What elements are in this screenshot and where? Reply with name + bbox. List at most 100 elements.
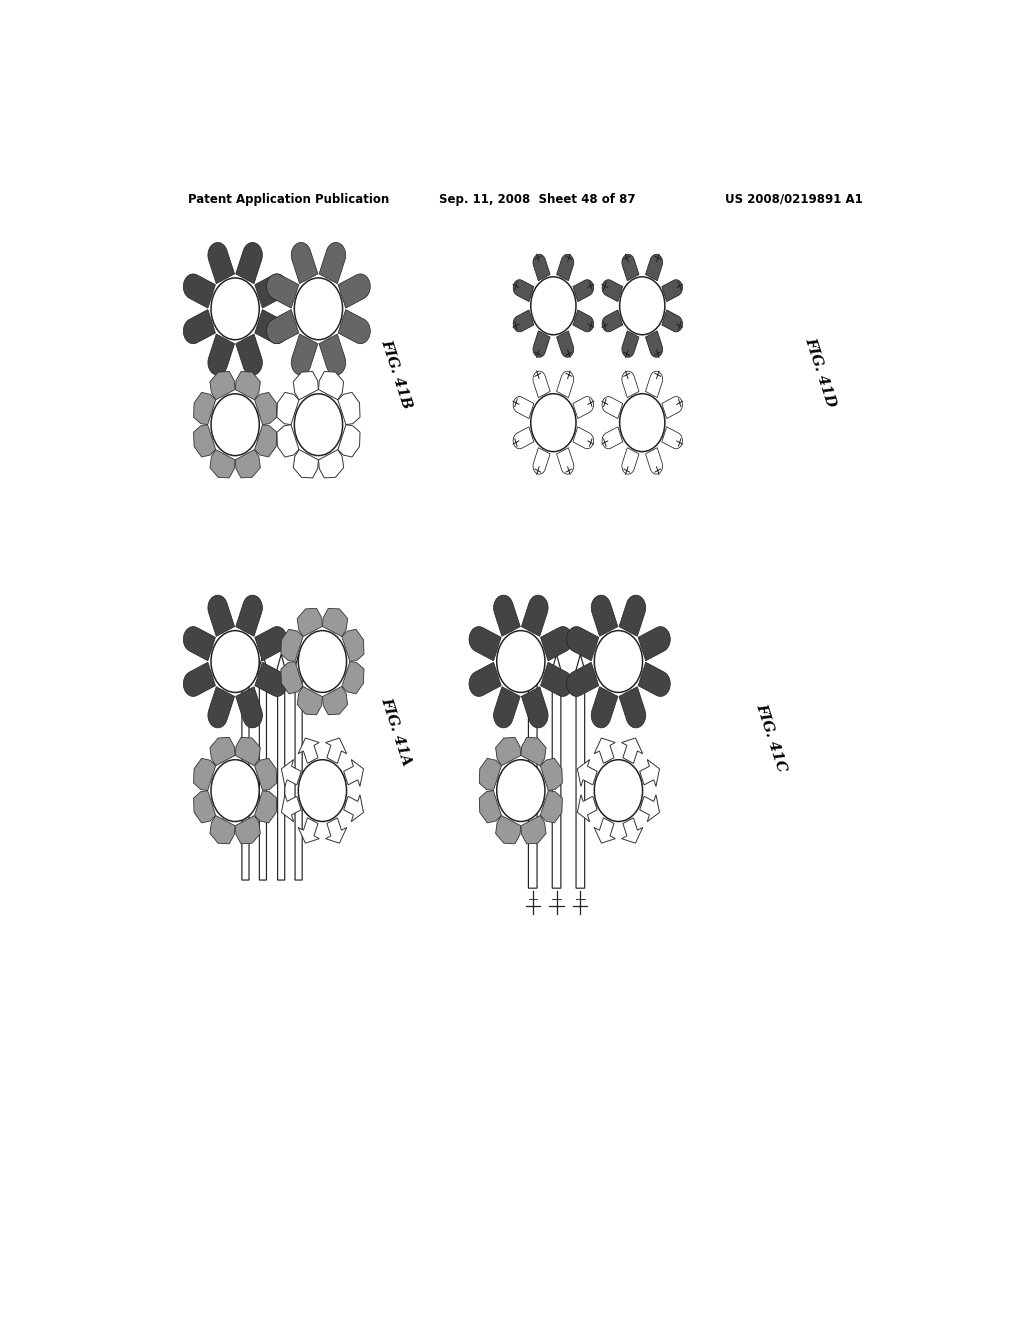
Polygon shape (541, 663, 572, 697)
Polygon shape (255, 791, 276, 822)
Polygon shape (344, 759, 364, 787)
Polygon shape (194, 758, 216, 791)
Polygon shape (541, 627, 572, 661)
Polygon shape (342, 630, 364, 661)
Polygon shape (494, 595, 520, 636)
Polygon shape (662, 280, 682, 302)
Polygon shape (573, 655, 587, 888)
Ellipse shape (620, 393, 665, 451)
Polygon shape (342, 661, 364, 694)
Polygon shape (210, 450, 236, 478)
Ellipse shape (497, 631, 545, 693)
Polygon shape (550, 655, 563, 888)
Polygon shape (591, 686, 617, 727)
Polygon shape (534, 371, 550, 397)
Polygon shape (183, 310, 215, 343)
Polygon shape (293, 655, 304, 880)
Polygon shape (319, 334, 346, 375)
Polygon shape (645, 331, 663, 358)
Text: FIG. 41C: FIG. 41C (753, 702, 788, 774)
Ellipse shape (294, 393, 343, 455)
Polygon shape (255, 627, 287, 661)
Polygon shape (298, 738, 319, 763)
Polygon shape (534, 255, 550, 281)
Polygon shape (183, 273, 215, 308)
Polygon shape (276, 425, 299, 457)
Polygon shape (338, 310, 371, 343)
Polygon shape (602, 396, 623, 418)
Polygon shape (236, 334, 262, 375)
Polygon shape (266, 310, 299, 343)
Polygon shape (602, 310, 623, 331)
Polygon shape (208, 243, 234, 284)
Polygon shape (208, 334, 234, 375)
Polygon shape (291, 334, 317, 375)
Text: FIG. 41B: FIG. 41B (379, 338, 414, 411)
Polygon shape (638, 663, 671, 697)
Polygon shape (591, 595, 617, 636)
Polygon shape (513, 396, 534, 418)
Polygon shape (210, 816, 236, 843)
Polygon shape (236, 738, 260, 766)
Text: FIG. 41D: FIG. 41D (802, 335, 838, 408)
Polygon shape (566, 627, 599, 661)
Polygon shape (275, 655, 287, 880)
Polygon shape (293, 450, 318, 478)
Polygon shape (338, 392, 360, 425)
Polygon shape (240, 655, 251, 880)
Polygon shape (293, 371, 318, 400)
Polygon shape (620, 595, 646, 636)
Polygon shape (557, 331, 573, 358)
Polygon shape (236, 595, 262, 636)
Polygon shape (255, 758, 276, 791)
Polygon shape (236, 686, 262, 727)
Ellipse shape (294, 279, 343, 339)
Polygon shape (297, 686, 323, 714)
Polygon shape (257, 655, 268, 880)
Polygon shape (622, 371, 639, 397)
Polygon shape (622, 255, 639, 281)
Polygon shape (573, 426, 594, 449)
Polygon shape (622, 447, 639, 474)
Text: Patent Application Publication: Patent Application Publication (188, 193, 389, 206)
Text: FIG. 41A: FIG. 41A (379, 696, 414, 768)
Polygon shape (602, 426, 623, 449)
Polygon shape (645, 447, 663, 474)
Polygon shape (194, 425, 216, 457)
Polygon shape (662, 396, 682, 418)
Ellipse shape (211, 393, 259, 455)
Polygon shape (640, 795, 659, 822)
Polygon shape (319, 243, 346, 284)
Polygon shape (469, 663, 501, 697)
Polygon shape (338, 425, 360, 457)
Polygon shape (622, 818, 643, 843)
Polygon shape (344, 795, 364, 822)
Polygon shape (298, 818, 319, 843)
Polygon shape (183, 663, 215, 697)
Ellipse shape (298, 760, 346, 821)
Polygon shape (513, 310, 534, 331)
Polygon shape (594, 818, 615, 843)
Polygon shape (282, 795, 301, 822)
Polygon shape (645, 255, 663, 281)
Polygon shape (622, 331, 639, 358)
Polygon shape (602, 280, 623, 302)
Polygon shape (255, 392, 276, 425)
Polygon shape (183, 627, 215, 661)
Ellipse shape (530, 277, 575, 335)
Polygon shape (255, 425, 276, 457)
Polygon shape (521, 595, 548, 636)
Ellipse shape (298, 631, 346, 693)
Polygon shape (578, 795, 597, 822)
Polygon shape (236, 816, 260, 843)
Polygon shape (255, 310, 287, 343)
Polygon shape (662, 310, 682, 331)
Polygon shape (557, 447, 573, 474)
Polygon shape (194, 392, 216, 425)
Polygon shape (534, 331, 550, 358)
Polygon shape (541, 758, 562, 791)
Ellipse shape (497, 760, 545, 821)
Polygon shape (210, 371, 236, 400)
Ellipse shape (211, 760, 259, 821)
Polygon shape (638, 627, 671, 661)
